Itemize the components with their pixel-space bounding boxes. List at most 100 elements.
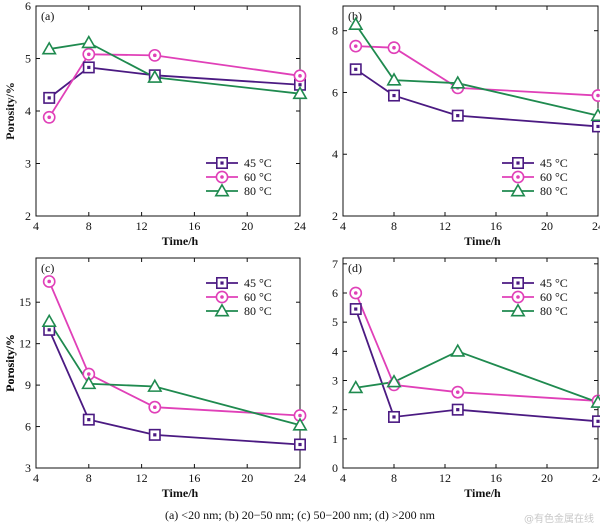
- series-line: [354, 308, 599, 423]
- y-axis-title: Porosity/%: [3, 334, 17, 392]
- data-point: [450, 343, 466, 357]
- x-tick-label: 8: [86, 471, 92, 485]
- data-point: [450, 75, 466, 89]
- series-line: [48, 321, 301, 427]
- y-axis-title: Porosity/%: [3, 334, 17, 392]
- x-axis-title: Time/h: [162, 486, 199, 500]
- data-point: [590, 107, 600, 122]
- y-tick-label: 6: [332, 286, 338, 300]
- x-tick-label: 12: [136, 219, 148, 233]
- panel-label: (a): [41, 9, 54, 23]
- series-line: [48, 281, 301, 417]
- x-tick-label: 24: [294, 219, 306, 233]
- x-tick-label: 20: [541, 471, 553, 485]
- panel-label: (c): [41, 261, 54, 275]
- data-point: [41, 313, 57, 328]
- y-tick-label: 4: [332, 147, 338, 161]
- legend-entry: 60 °C: [540, 290, 568, 304]
- chart-panel-1: 4 8 12 16 20 24 2 3 4 5 6 (a) Time/h Porosity/% 45 °C6…: [3, 0, 308, 248]
- data-point: [81, 34, 97, 49]
- legend-entry: 60 °C: [244, 170, 272, 184]
- y-tick-label: 4: [25, 104, 31, 118]
- x-tick-label: 8: [86, 219, 92, 233]
- series-line: [355, 350, 599, 404]
- y-tick-label: 2: [332, 209, 338, 223]
- y-tick-label: 6: [25, 420, 31, 434]
- y-tick-label: 9: [25, 378, 31, 392]
- y-tick-label: 5: [25, 52, 31, 66]
- y-tick-label: 12: [19, 337, 31, 351]
- series-line: [355, 45, 599, 97]
- legend-entry: 45 °C: [540, 276, 568, 290]
- x-tick-label: 16: [490, 471, 502, 485]
- y-tick-label: 5: [332, 315, 338, 329]
- legend-marker: [214, 303, 230, 317]
- data-point: [292, 85, 308, 100]
- y-tick-label: 6: [332, 85, 338, 99]
- plot-frame: [35, 257, 301, 469]
- legend-entry: 80 °C: [244, 304, 272, 318]
- x-tick-label: 12: [439, 219, 451, 233]
- x-tick-label: 12: [136, 471, 148, 485]
- data-point: [81, 375, 97, 390]
- legend-entry: 60 °C: [244, 290, 272, 304]
- chart-panel-3: 4 8 12 16 20 24 3 6 9 12 15 (c) Time/h Porosity/% 45 °…: [3, 257, 308, 500]
- legend-entry: 80 °C: [540, 184, 568, 198]
- x-tick-label: 4: [33, 219, 39, 233]
- data-point: [386, 72, 402, 86]
- x-tick-label: 12: [439, 471, 451, 485]
- x-tick-label: 24: [294, 471, 306, 485]
- series-line: [48, 329, 301, 446]
- data-point: [590, 394, 600, 408]
- y-tick-label: 0: [332, 461, 338, 475]
- legend-marker: [510, 303, 526, 317]
- x-tick-label: 16: [188, 219, 200, 233]
- watermark-text: @有色金属在线: [524, 514, 594, 525]
- x-tick-label: 20: [241, 471, 253, 485]
- x-tick-label: 24: [592, 219, 600, 233]
- y-tick-label: 15: [19, 295, 31, 309]
- y-tick-label: 3: [25, 157, 31, 171]
- y-tick-label: 2: [332, 403, 338, 417]
- y-axis-title: Porosity/%: [3, 82, 17, 140]
- y-tick-label: 6: [25, 0, 31, 13]
- data-point: [348, 16, 364, 30]
- series-line: [354, 292, 599, 402]
- legend-entry: 45 °C: [540, 156, 568, 170]
- panel-label: (b): [348, 9, 362, 23]
- x-tick-label: 4: [340, 219, 346, 233]
- series-line: [355, 24, 599, 117]
- chart-panel-2: 48121620242468(b)Time/h45 °C60 °C80 °C: [332, 5, 600, 248]
- y-tick-label: 3: [25, 461, 31, 475]
- series-line: [48, 66, 301, 99]
- figure-caption: (a) <20 nm; (b) 20−50 nm; (c) 50−200 nm;…: [164, 508, 436, 522]
- x-tick-label: 24: [592, 471, 600, 485]
- x-axis-title: Time/h: [162, 234, 199, 248]
- series-line: [49, 41, 301, 95]
- x-axis-title: Time/h: [464, 486, 501, 500]
- y-tick-label: 8: [332, 24, 338, 38]
- data-point: [386, 374, 402, 388]
- plot-frame: [342, 257, 599, 469]
- panel-label: (d): [348, 261, 362, 275]
- x-tick-label: 4: [33, 471, 39, 485]
- legend-entry: 80 °C: [540, 304, 568, 318]
- data-point: [41, 41, 57, 55]
- y-tick-label: 1: [332, 432, 338, 446]
- y-tick-label: 7: [332, 257, 338, 271]
- x-axis-title: Time/h: [464, 234, 501, 248]
- x-tick-label: 16: [490, 219, 502, 233]
- x-tick-label: 4: [340, 471, 346, 485]
- series-line: [48, 53, 301, 118]
- data-point: [348, 379, 364, 394]
- chart-panel-4: 481216202401234567(d)Time/hPorosity/%45 …: [3, 257, 600, 500]
- legend-entry: 60 °C: [540, 170, 568, 184]
- y-tick-label: 2: [25, 209, 31, 223]
- y-tick-label: 3: [332, 374, 338, 388]
- data-point: [147, 69, 163, 83]
- x-tick-label: 20: [241, 219, 253, 233]
- x-tick-label: 8: [391, 471, 397, 485]
- y-tick-label: 4: [332, 344, 338, 358]
- x-tick-label: 16: [188, 471, 200, 485]
